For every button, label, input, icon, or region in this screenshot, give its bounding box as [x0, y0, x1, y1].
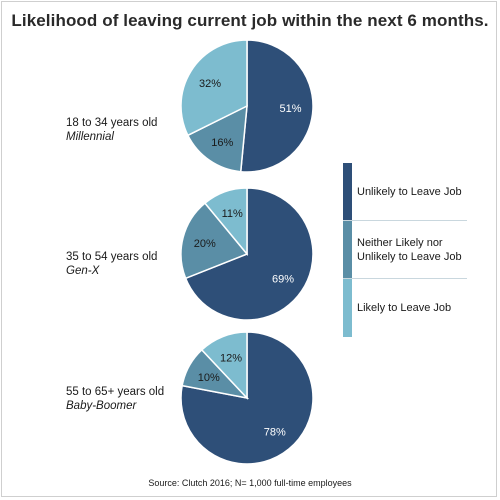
pie-data-label: 51%: [279, 103, 301, 115]
pie-slice-likely: [200, 331, 248, 400]
group-generation-label: Gen-X: [66, 265, 100, 277]
legend-swatch: [343, 163, 352, 220]
legend-label: Unlikely to Leave Job: [357, 185, 462, 198]
pie-data-label: 10%: [198, 372, 220, 384]
pie-data-label: 16%: [211, 137, 233, 149]
legend-label: Neither Likely nor Unlikely to Leave Job: [357, 236, 462, 263]
group-age-label: 55 to 65+ years old: [66, 386, 165, 398]
group-label-millennial: 18 to 34 years old Millennial: [66, 116, 157, 144]
source-note: Source: Clutch 2016; N= 1,000 full-time …: [148, 478, 352, 488]
legend-swatch: [343, 279, 352, 337]
pie-data-label: 12%: [220, 353, 242, 365]
group-label-genx: 35 to 54 years old Gen-X: [66, 250, 157, 278]
pie-data-label: 32%: [199, 78, 221, 90]
pie-slice-neither: [186, 104, 248, 173]
legend: Unlikely to Leave Job Neither Likely nor…: [343, 163, 467, 337]
pie-slice-likely: [180, 39, 248, 137]
group-age-label: 18 to 34 years old: [66, 117, 158, 129]
pie-slice-unlikely: [239, 39, 314, 173]
pie-slice-unlikely: [180, 331, 314, 465]
pie-data-label: 20%: [194, 238, 216, 250]
legend-item-likely: Likely to Leave Job: [343, 279, 467, 337]
pie-slice-neither: [180, 202, 249, 280]
pie-slice-likely: [203, 187, 248, 257]
legend-item-unlikely: Unlikely to Leave Job: [343, 163, 467, 221]
pie-data-label: 11%: [222, 208, 243, 220]
group-label-baby-boomer: 55 to 65+ years old Baby-Boomer: [66, 385, 164, 413]
legend-swatch: [343, 221, 352, 278]
pie-data-label: 69%: [272, 274, 294, 286]
pie-data-label: 78%: [264, 427, 286, 439]
group-generation-label: Baby-Boomer: [66, 400, 137, 412]
legend-item-neither: Neither Likely nor Unlikely to Leave Job: [343, 221, 467, 279]
chart-title: Likelihood of leaving current job within…: [11, 11, 489, 30]
group-age-label: 35 to 54 years old: [66, 251, 158, 263]
legend-label: Likely to Leave Job: [357, 302, 452, 314]
pie-slice-unlikely: [184, 187, 314, 321]
group-generation-label: Millennial: [66, 131, 114, 143]
